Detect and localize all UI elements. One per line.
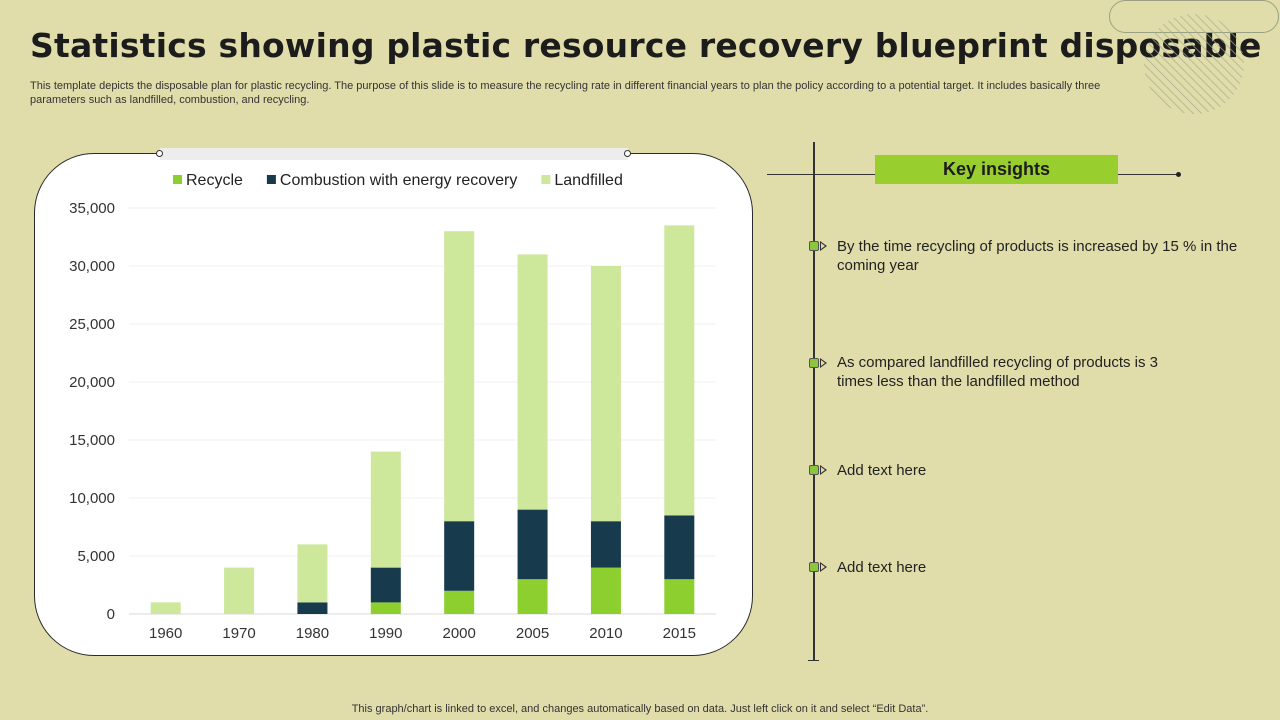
bar-combustion xyxy=(444,521,475,591)
chart-card-tab xyxy=(160,148,628,160)
y-tick-label: 25,000 xyxy=(69,316,115,333)
y-tick-label: 15,000 xyxy=(69,432,115,449)
insight-item-3: Add text here xyxy=(837,462,927,479)
bar-recycle xyxy=(590,567,621,614)
y-tick-label: 0 xyxy=(107,606,115,623)
page-description: This template depicts the disposable pla… xyxy=(30,80,1101,106)
bar-landfilled xyxy=(664,225,695,516)
bar-recycle xyxy=(444,590,475,614)
decorative-hatched-circle xyxy=(1144,14,1244,114)
x-tick-label: 2005 xyxy=(516,625,549,642)
y-tick-label: 35,000 xyxy=(69,200,115,217)
tab-dot-right xyxy=(624,150,631,157)
y-tick-label: 30,000 xyxy=(69,258,115,275)
x-tick-label: 2000 xyxy=(443,625,476,642)
x-tick-label: 1960 xyxy=(149,625,182,642)
bar-landfilled xyxy=(517,254,548,510)
y-tick-label: 10,000 xyxy=(69,490,115,507)
legend-label: Landfilled xyxy=(554,172,623,189)
x-tick-label: 2015 xyxy=(663,625,696,642)
insight-bullet-icon xyxy=(809,358,819,368)
bar-combustion xyxy=(517,509,548,580)
bar-combustion xyxy=(297,602,328,614)
legend-swatch xyxy=(266,175,276,184)
insights-line-foot xyxy=(808,660,819,661)
x-tick-label: 1990 xyxy=(369,625,402,642)
arrow-right-icon xyxy=(820,241,827,251)
insights-title: Key insights xyxy=(875,155,1118,184)
legend-label: Recycle xyxy=(186,172,243,189)
y-tick-label: 5,000 xyxy=(77,548,115,565)
chart-card[interactable]: 0 5,000 10,000 15,000 20,000 25,000 30,000 35,0… xyxy=(34,153,753,656)
tab-dot-left xyxy=(156,150,163,157)
insight-item-1: By the time recycling of products is inc… xyxy=(837,238,1238,274)
insights-line-dot xyxy=(1176,172,1181,177)
insight-bullet-icon xyxy=(809,562,819,572)
footer-note: This graph/chart is linked to excel, and… xyxy=(351,703,929,715)
insight-bullet-icon xyxy=(809,241,819,251)
bar-recycle xyxy=(517,579,548,614)
arrow-right-icon xyxy=(820,358,827,368)
insight-item-2: As compared landfilled recycling of prod… xyxy=(837,354,1158,390)
bar-landfilled xyxy=(297,544,328,603)
bar-combustion xyxy=(370,567,401,603)
arrow-right-icon xyxy=(820,465,827,475)
bar-recycle xyxy=(370,602,401,614)
bar-landfilled xyxy=(590,266,621,522)
arrow-right-icon xyxy=(820,562,827,572)
y-tick-label: 20,000 xyxy=(69,374,115,391)
x-tick-label: 1970 xyxy=(222,625,255,642)
x-tick-label: 2010 xyxy=(589,625,622,642)
bar-landfilled xyxy=(150,602,181,614)
bar-combustion xyxy=(664,515,695,580)
bar-landfilled xyxy=(444,231,475,522)
x-tick-label: 1980 xyxy=(296,625,329,642)
insights-vertical-line xyxy=(813,142,815,661)
page-title: Statistics showing plastic resource reco… xyxy=(30,26,1262,65)
insight-item-4: Add text here xyxy=(837,559,927,576)
legend-label: Combustion with energy recovery xyxy=(280,172,517,189)
legend-swatch xyxy=(173,175,182,184)
legend-swatch xyxy=(541,175,551,184)
stacked-bar-chart[interactable]: 0 5,000 10,000 15,000 20,000 25,000 30,000 35,0… xyxy=(35,154,753,656)
bar-landfilled xyxy=(370,451,401,568)
bar-combustion xyxy=(590,521,621,568)
bar-landfilled xyxy=(224,567,255,614)
insight-bullet-icon xyxy=(809,465,819,475)
bar-recycle xyxy=(664,579,695,614)
